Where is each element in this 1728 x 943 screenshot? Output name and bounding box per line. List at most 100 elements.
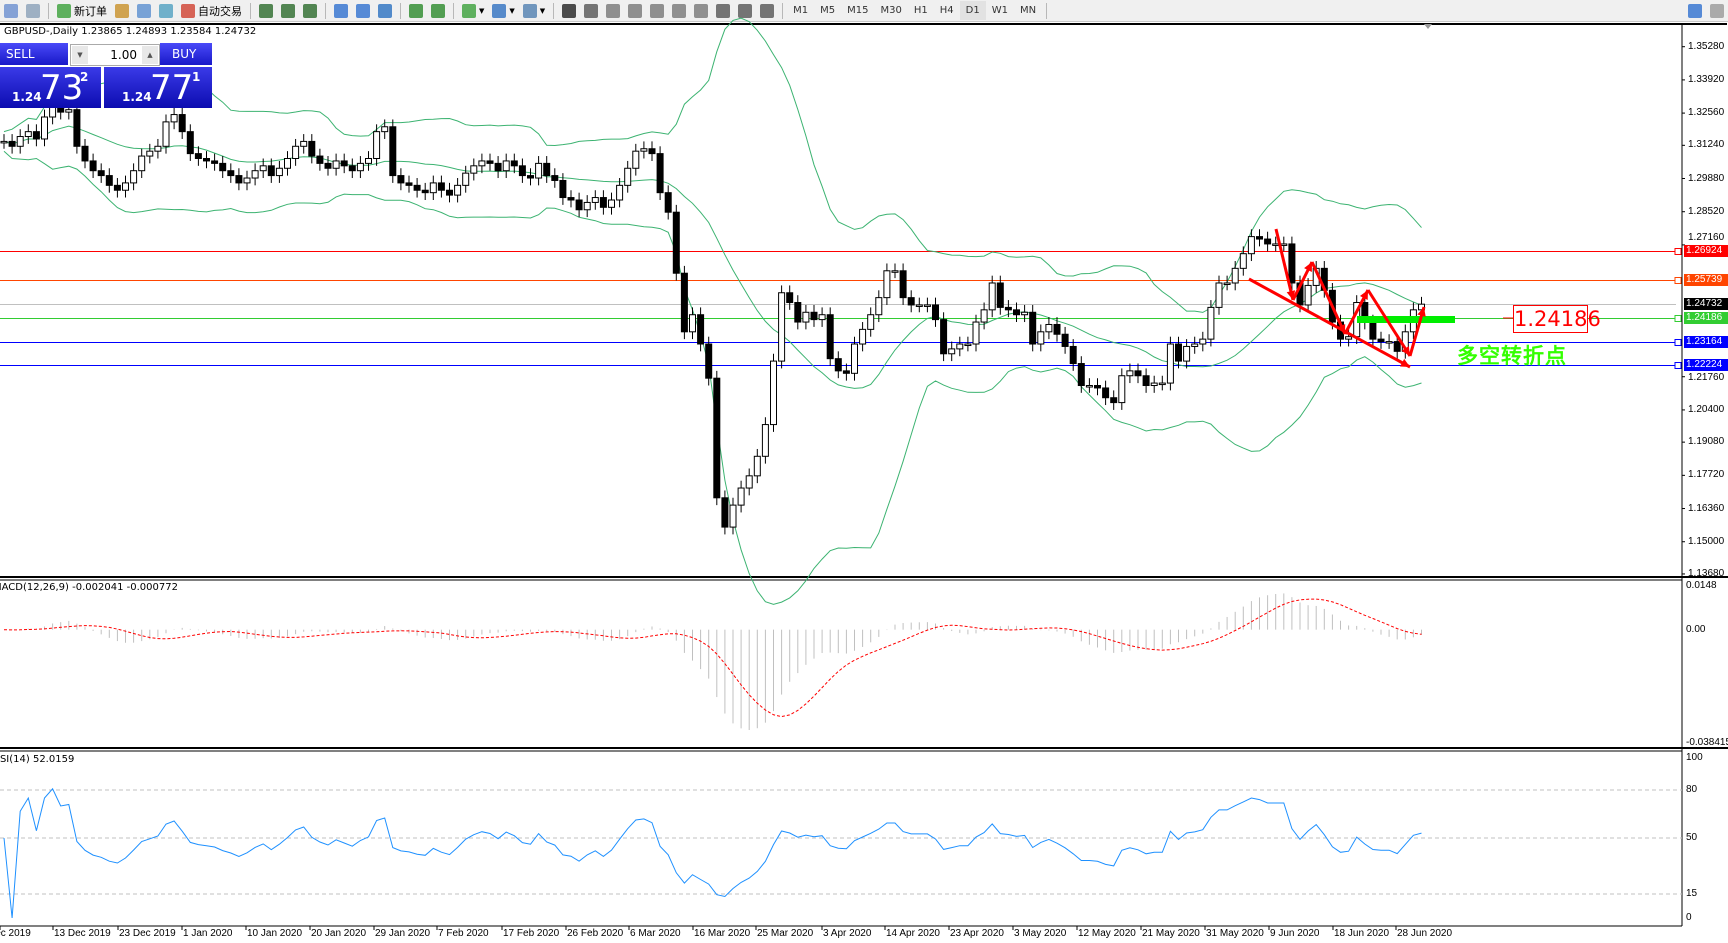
- text-button[interactable]: [712, 1, 734, 20]
- buy-price-button[interactable]: 1.24 77 1: [104, 67, 212, 108]
- horizontal-line-button[interactable]: [624, 1, 646, 20]
- toolbar-separator: [782, 2, 784, 19]
- candle: [405, 182, 413, 186]
- lot-stepper[interactable]: ▼ 1.00 ▲: [70, 44, 160, 66]
- text-label-button[interactable]: [734, 1, 756, 20]
- candle: [932, 304, 939, 321]
- trendline-button[interactable]: [646, 1, 668, 20]
- candle: [583, 201, 591, 211]
- chat-button[interactable]: [1706, 1, 1728, 20]
- crosshair-icon: [584, 3, 599, 18]
- candle: [689, 314, 696, 333]
- candle: [365, 157, 372, 164]
- bar-chart-icon: [259, 3, 273, 18]
- candle: [891, 270, 899, 273]
- cursor-button[interactable]: [558, 1, 580, 20]
- timeframe-h4[interactable]: H4: [939, 5, 954, 16]
- sell-price-prefix: 1.24: [12, 90, 42, 104]
- sell-button[interactable]: SELL: [0, 43, 68, 65]
- price-tick-label: 1.17720: [1688, 469, 1725, 481]
- vertical-line-button[interactable]: [602, 1, 624, 20]
- time-tick-label: 23 Dec 2019: [119, 928, 176, 939]
- candle: [381, 126, 389, 133]
- zigzag-arrow-head: [1401, 346, 1410, 356]
- candle: [656, 153, 664, 194]
- bollinger-upper-band: [3, 17, 1422, 313]
- price-tick-label: 1.28520: [1688, 205, 1725, 217]
- tile-windows-button[interactable]: [374, 1, 396, 20]
- indicators-button[interactable]: ▼: [458, 1, 488, 20]
- fibonacci-button[interactable]: [690, 1, 712, 20]
- candle: [761, 424, 769, 457]
- candle: [1199, 338, 1207, 345]
- candle: [1247, 236, 1255, 255]
- new-order-button[interactable]: 新订单: [53, 1, 111, 20]
- horizontal-line-icon: [628, 3, 643, 18]
- sell-price-button[interactable]: 1.24 73 2: [0, 67, 101, 108]
- timeframe-m5[interactable]: M5: [820, 5, 836, 16]
- candle: [778, 292, 786, 362]
- candle: [745, 475, 753, 489]
- signals-button[interactable]: [155, 1, 177, 20]
- lot-increase-button[interactable]: ▲: [142, 46, 158, 64]
- auto-trading-button[interactable]: 自动交易: [177, 1, 246, 20]
- history-button[interactable]: [133, 1, 155, 20]
- candle: [1288, 243, 1296, 284]
- timeframe-mn[interactable]: MN: [1019, 5, 1037, 16]
- search-button[interactable]: [1684, 1, 1706, 20]
- line-chart-button[interactable]: [299, 1, 321, 20]
- periods-button[interactable]: ▼: [488, 1, 518, 20]
- zigzag-arrow-head: [1304, 262, 1312, 272]
- candlestick-button[interactable]: [277, 1, 299, 20]
- candle: [1215, 282, 1223, 308]
- toolbar-separator: [48, 2, 49, 19]
- search-icon: [1688, 3, 1702, 18]
- zoom-in-button[interactable]: [330, 1, 352, 20]
- buy-button[interactable]: BUY: [160, 43, 212, 65]
- candle: [624, 167, 632, 186]
- time-tick-label: 3 May 2020: [1014, 928, 1067, 939]
- timeframe-w1[interactable]: W1: [991, 5, 1008, 16]
- candle: [567, 197, 575, 201]
- candle: [559, 179, 567, 199]
- zoom-find-button[interactable]: [22, 1, 44, 20]
- crosshair-button[interactable]: [580, 1, 602, 20]
- candle: [332, 160, 340, 169]
- candle: [429, 182, 437, 194]
- arrows-button[interactable]: [756, 1, 778, 20]
- sell-price-big: 73: [40, 68, 84, 108]
- autoscroll-button[interactable]: [405, 1, 427, 20]
- candle: [1385, 341, 1393, 344]
- timeframe-h1[interactable]: H1: [913, 5, 928, 16]
- candle: [308, 140, 316, 157]
- candle: [300, 140, 308, 147]
- lot-input[interactable]: 1.00: [110, 48, 137, 62]
- candle: [178, 114, 186, 133]
- bar-chart-button[interactable]: [255, 1, 277, 20]
- timeframe-m15[interactable]: M15: [847, 5, 869, 16]
- zigzag-arrow: [1366, 289, 1412, 357]
- new-chart-button[interactable]: [0, 1, 22, 20]
- auto-trading-icon: [181, 3, 195, 18]
- lot-decrease-button[interactable]: ▼: [72, 46, 88, 64]
- cursor-icon: [562, 3, 577, 18]
- time-tick-label: 16 Mar 2020: [694, 928, 751, 939]
- candle: [1102, 387, 1110, 399]
- equidistant-channel-button[interactable]: [668, 1, 690, 20]
- market-watch-button[interactable]: [111, 1, 133, 20]
- price-tick-label: 1.33920: [1688, 73, 1725, 85]
- templates-button[interactable]: ▼: [519, 1, 549, 20]
- chart-shift-button[interactable]: [427, 1, 449, 20]
- timeframe-m1[interactable]: M1: [793, 5, 809, 16]
- candle: [1175, 343, 1182, 362]
- candle: [397, 175, 405, 184]
- candle: [1061, 333, 1069, 347]
- candlestick-icon: [281, 3, 295, 18]
- timeframe-d1[interactable]: D1: [959, 1, 986, 20]
- price-tick-label: 1.29880: [1688, 172, 1725, 184]
- zoom-out-button[interactable]: [352, 1, 374, 20]
- candle: [664, 192, 672, 213]
- timeframe-m30[interactable]: M30: [880, 5, 902, 16]
- candle: [842, 370, 850, 374]
